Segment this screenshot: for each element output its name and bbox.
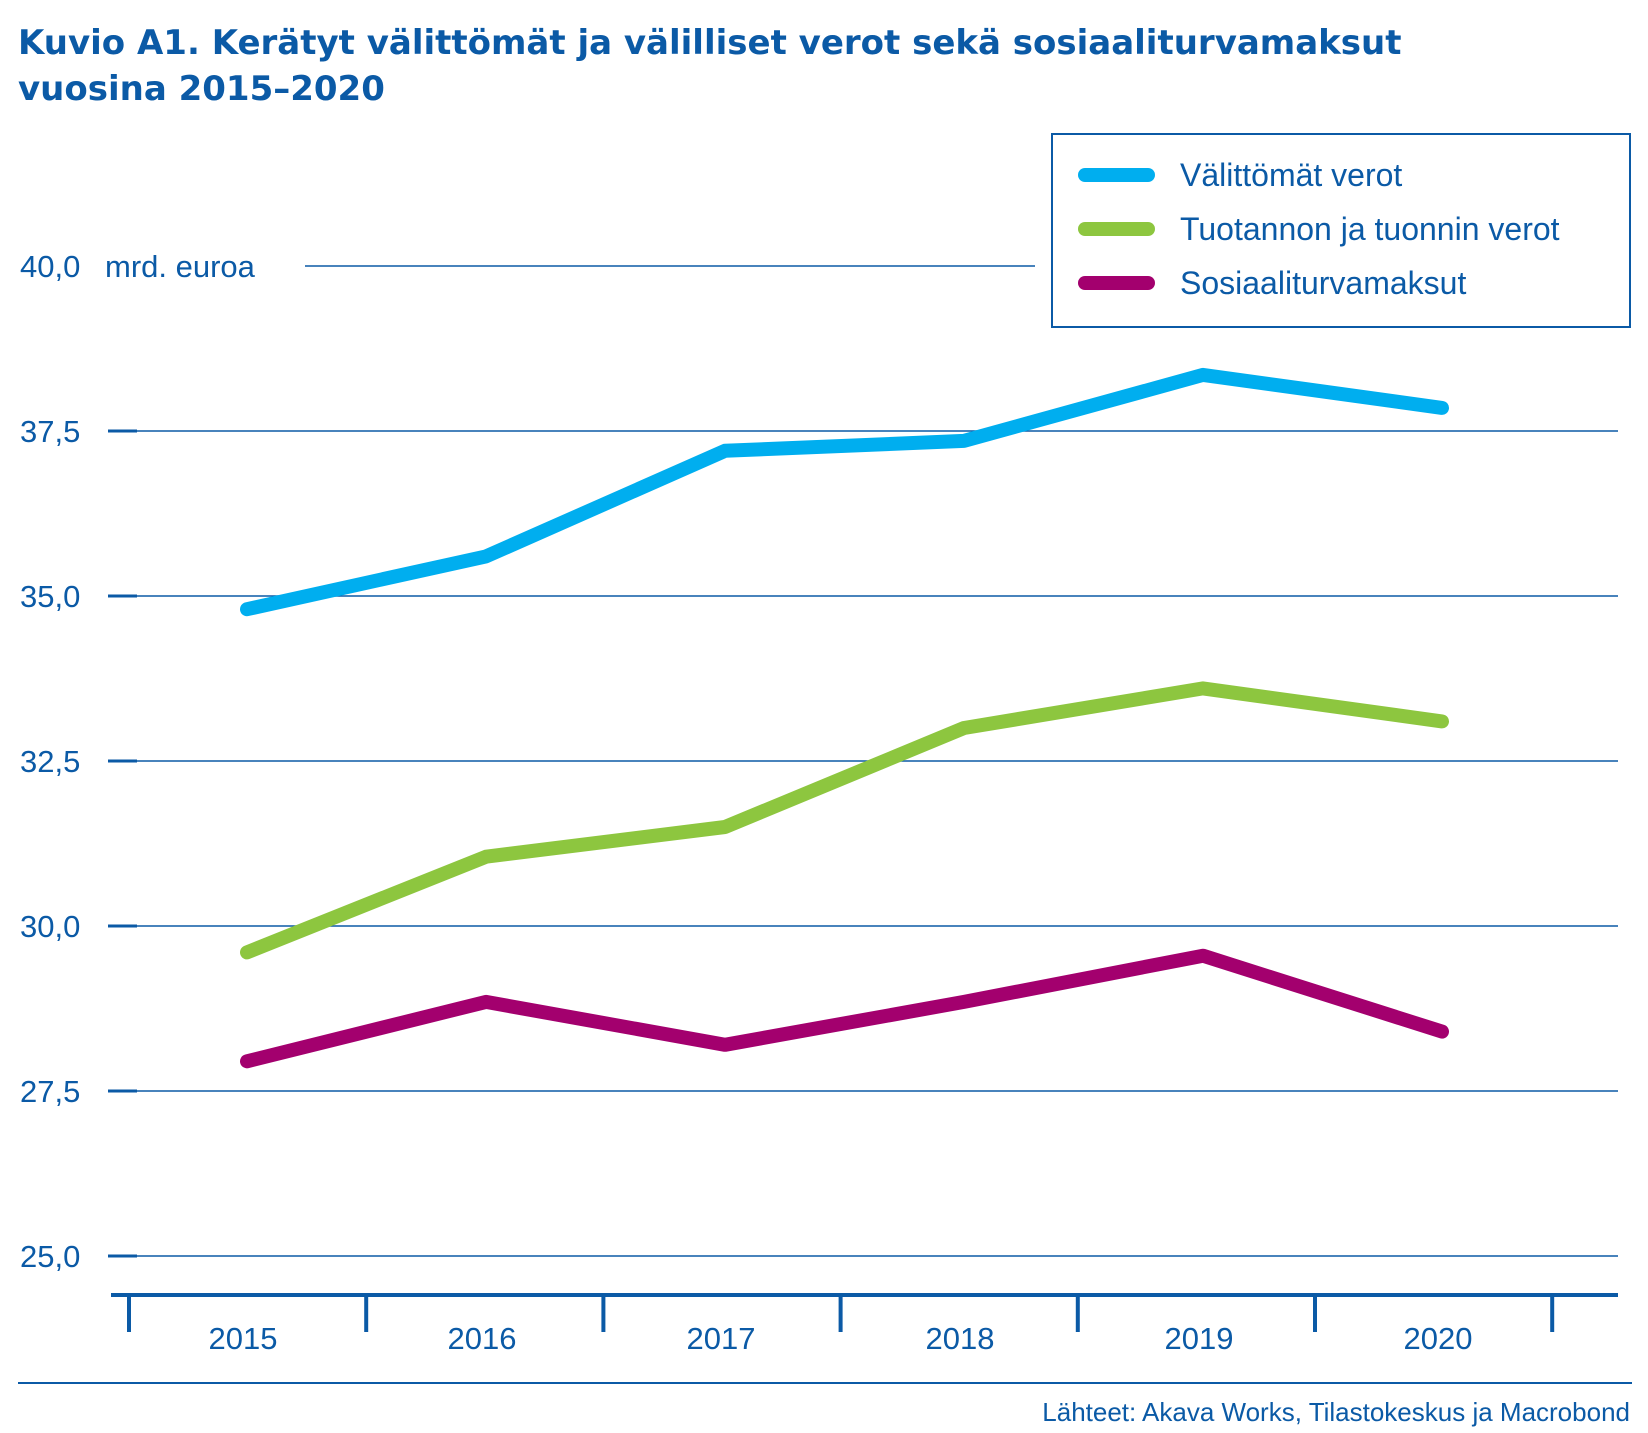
- y-tick-label: 30,0: [20, 909, 80, 944]
- chart-title-line2: vuosina 2015–2020: [18, 69, 385, 109]
- y-tick-label: 40,0: [20, 249, 80, 284]
- y-tick-label: 27,5: [20, 1074, 80, 1109]
- series-line: [240, 367, 1449, 617]
- source-note: Lähteet: Akava Works, Tilastokeskus ja M…: [1042, 1397, 1630, 1427]
- y-unit-label: mrd. euroa: [105, 249, 256, 284]
- legend: Välittömät verot Tuotannon ja tuonnin ver…: [1051, 133, 1631, 328]
- legend-label: Sosiaaliturvamaksut: [1180, 265, 1466, 301]
- series-line: [240, 948, 1449, 1069]
- x-tick-label: 2018: [926, 1321, 995, 1356]
- legend-label: Välittömät verot: [1180, 157, 1402, 193]
- x-tick-label: 2020: [1404, 1321, 1473, 1356]
- x-tick-label: 2015: [209, 1321, 278, 1356]
- y-axis: 25,0 27,5 30,0 32,5 35,0 37,5 40,0 mrd. euroa: [20, 249, 256, 1274]
- x-axis: 2015 2016 2017 2018 2019 2020: [111, 1293, 1618, 1356]
- series-lines: [240, 367, 1449, 1069]
- chart-title-line1: Kuvio A1. Kerätyt välittömät ja välillis…: [18, 23, 1401, 63]
- x-tick-label: 2019: [1165, 1321, 1234, 1356]
- y-tick-label: 37,5: [20, 414, 80, 449]
- y-tick-label: 35,0: [20, 579, 80, 614]
- x-tick-label: 2017: [687, 1321, 756, 1356]
- x-tick-label: 2016: [448, 1321, 517, 1356]
- series-line: [240, 681, 1449, 960]
- legend-label: Tuotannon ja tuonnin verot: [1180, 211, 1560, 247]
- grid-lines: [137, 265, 1618, 1257]
- y-tick-label: 25,0: [20, 1239, 80, 1274]
- y-tick-label: 32,5: [20, 744, 80, 779]
